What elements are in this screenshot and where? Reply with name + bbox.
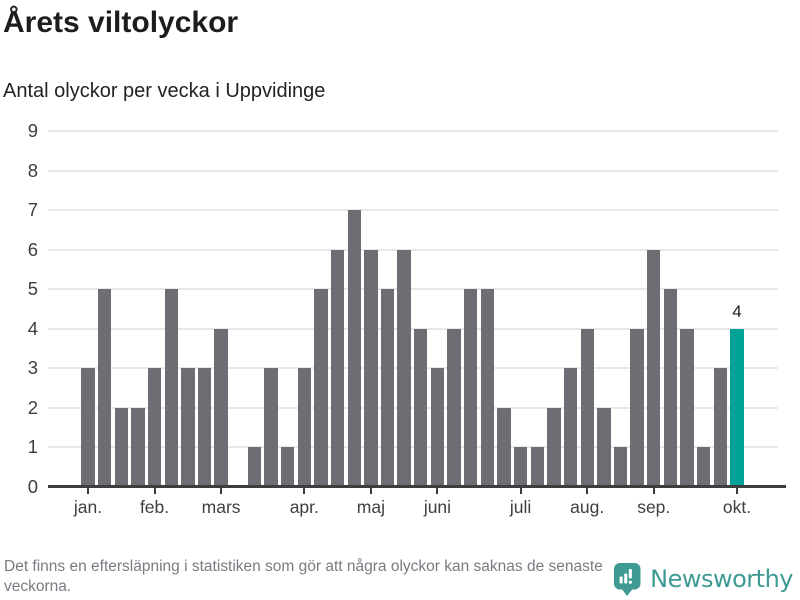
bar-week — [580, 328, 594, 487]
gridline — [48, 367, 778, 370]
bar-week — [680, 328, 694, 487]
newsworthy-logo: Newsworthy — [614, 562, 793, 596]
bar-chart-plot-area: 4 — [48, 130, 778, 487]
bar-week — [464, 289, 478, 487]
bar-week — [214, 328, 228, 487]
bar-week — [97, 289, 112, 487]
bar-week — [114, 407, 128, 487]
bar-week — [547, 407, 561, 487]
highlight-value-label: 4 — [732, 301, 742, 321]
bar-week — [647, 249, 661, 487]
bar-week — [663, 289, 678, 487]
bar-week — [447, 328, 461, 487]
bar-week — [314, 289, 328, 487]
gridline — [48, 248, 778, 251]
bar-week — [530, 447, 544, 487]
gridline — [48, 169, 778, 172]
chart-subtitle: Antal olyckor per vecka i Uppvidinge — [3, 80, 326, 102]
x-axis-line — [48, 485, 786, 488]
bar-week — [480, 289, 495, 487]
bar-week — [247, 447, 262, 487]
newsworthy-wordmark: Newsworthy — [650, 565, 793, 593]
y-tick-label: 1 — [27, 436, 38, 458]
bar-week — [280, 447, 295, 487]
bar-week — [630, 328, 644, 487]
bar-week — [696, 447, 711, 487]
y-tick-label: 4 — [27, 317, 38, 339]
bar-week — [713, 368, 727, 487]
bar-current-week — [730, 328, 744, 487]
x-tick-label: juni — [423, 497, 452, 517]
x-tick-label: feb. — [139, 497, 170, 517]
x-tick-label: okt. — [722, 497, 752, 517]
bar-week — [147, 368, 162, 487]
bar-week — [181, 368, 195, 487]
x-tick — [303, 487, 306, 494]
x-tick — [586, 487, 589, 494]
y-tick-label: 3 — [27, 357, 38, 379]
footnote: Det finns en eftersläpning i statistiken… — [4, 558, 603, 595]
x-tick — [436, 487, 439, 494]
y-tick-label: 6 — [27, 238, 38, 260]
gridline — [48, 209, 778, 212]
x-tick — [220, 487, 223, 494]
x-tick — [153, 487, 156, 494]
gridline — [48, 446, 778, 449]
bar-week — [563, 368, 578, 487]
x-tick — [519, 487, 522, 494]
gridline — [48, 406, 778, 409]
x-tick-label: jan. — [73, 497, 103, 517]
chart-title: Årets viltolyckor — [3, 6, 239, 39]
y-tick-label: 0 — [27, 476, 38, 497]
bar-week — [597, 407, 611, 487]
bar-week — [513, 447, 528, 487]
bar-week — [131, 407, 145, 487]
newsworthy-bubble-chart-icon — [614, 562, 641, 596]
bar-week — [197, 368, 212, 487]
bar-week — [397, 249, 411, 487]
y-tick-label: 8 — [27, 159, 38, 181]
bar-week — [497, 407, 511, 487]
x-tick-label: sep. — [637, 497, 671, 517]
x-tick-label: juli — [509, 497, 532, 517]
y-tick-label: 5 — [27, 278, 38, 300]
bar-week — [164, 289, 178, 487]
y-tick-label: 9 — [27, 120, 38, 141]
gridline — [48, 130, 778, 132]
gridline — [48, 327, 778, 330]
x-tick — [369, 487, 372, 494]
x-tick-label: aug. — [570, 497, 605, 517]
x-tick — [652, 487, 655, 494]
gridline — [48, 288, 778, 291]
x-tick-label: apr. — [289, 497, 319, 517]
x-tick-label: mars — [201, 497, 241, 517]
y-tick-label: 2 — [27, 396, 38, 418]
bar-week — [364, 249, 378, 487]
bar-week — [380, 289, 395, 487]
bar-week — [330, 249, 345, 487]
y-tick-label: 7 — [27, 199, 38, 221]
bar-week — [264, 368, 278, 487]
bar-week — [347, 210, 361, 487]
bar-week — [613, 447, 628, 487]
bar-week — [297, 368, 311, 487]
x-tick — [87, 487, 89, 494]
x-tick — [735, 487, 738, 494]
x-tick-label: maj — [356, 497, 385, 517]
bar-week — [414, 328, 428, 487]
bar-week — [430, 368, 445, 487]
bar-week — [81, 368, 95, 487]
